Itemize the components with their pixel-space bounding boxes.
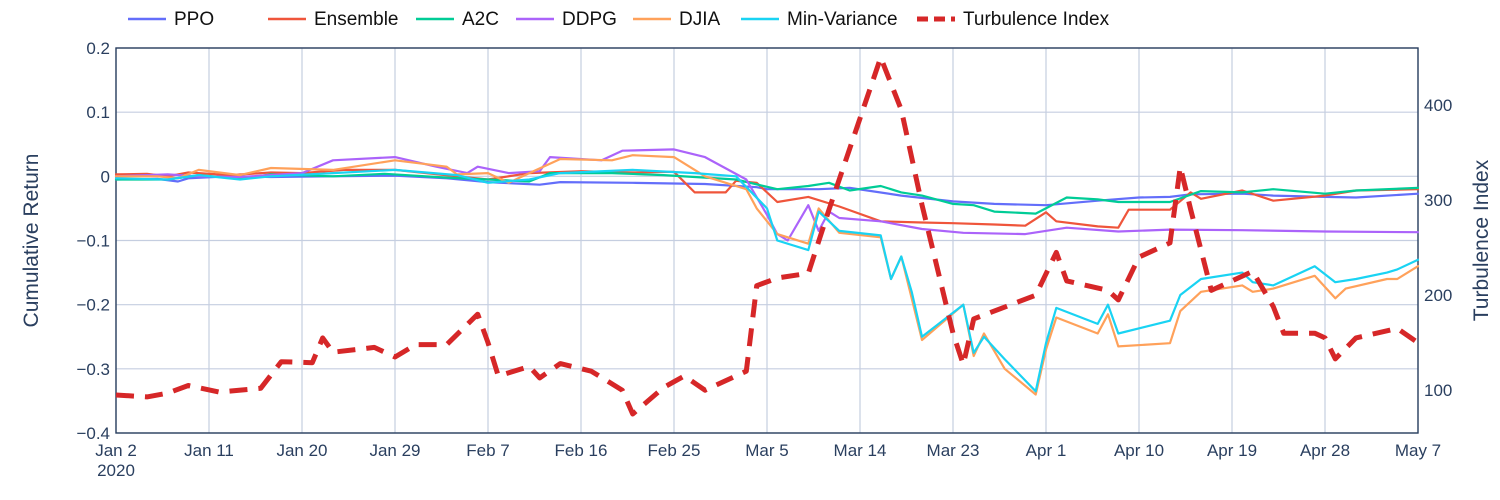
x-tick-sublabel: 2020 (97, 461, 135, 480)
x-tick-label: Mar 23 (927, 441, 980, 460)
y-left-tick-label: −0.2 (76, 296, 110, 315)
legend-item-a2c[interactable]: A2C (416, 9, 499, 30)
x-tick-label: Apr 28 (1300, 441, 1350, 460)
series-line-ddpg (114, 148, 1420, 242)
legend-label: Ensemble (314, 9, 399, 30)
x-tick-label: Feb 25 (648, 441, 701, 460)
x-tick-label: Mar 14 (834, 441, 887, 460)
series-line-a2c (114, 172, 1420, 215)
series-line-min-variance (114, 168, 1420, 393)
legend-item-turbulence-index[interactable]: Turbulence Index (917, 9, 1110, 30)
axis-titles: Cumulative Return Turbulence Index (20, 154, 1493, 328)
y-left-tick-label: −0.3 (76, 360, 110, 379)
y-right-tick-label: 100 (1424, 381, 1452, 400)
y-right-tick-label: 400 (1424, 96, 1452, 115)
x-tick-label: Jan 2 (95, 441, 137, 460)
x-tick-label: Feb 16 (555, 441, 608, 460)
y-left-tick-label: −0.1 (76, 232, 110, 251)
legend-label: Min-Variance (787, 9, 898, 30)
legend-item-min-variance[interactable]: Min-Variance (741, 9, 898, 30)
legend-item-djia[interactable]: DJIA (633, 9, 721, 30)
legend-label: PPO (174, 9, 214, 30)
x-tick-label: Apr 1 (1026, 441, 1067, 460)
series-lines (114, 55, 1420, 417)
y-left-tick-label: −0.4 (76, 424, 110, 443)
y-right-tick-label: 300 (1424, 191, 1452, 210)
x-tick-label: Jan 11 (184, 441, 234, 460)
y-left-tick-label: 0.2 (86, 39, 110, 58)
legend-item-ddpg[interactable]: DDPG (516, 9, 617, 30)
x-tick-label: Mar 5 (745, 441, 788, 460)
legend-label: Turbulence Index (963, 9, 1110, 30)
legend-label: A2C (462, 9, 499, 30)
legend-label: DDPG (562, 9, 617, 30)
legend-item-ppo[interactable]: PPO (128, 9, 214, 30)
x-tick-label: Feb 7 (466, 441, 509, 460)
y-left-tick-label: 0 (101, 167, 110, 186)
series-line-turbulence-index (115, 55, 1420, 417)
x-tick-label: Apr 19 (1207, 441, 1257, 460)
x-tick-label: Jan 29 (369, 441, 420, 460)
x-tick-label: May 7 (1395, 441, 1441, 460)
x-tick-label: Apr 10 (1114, 441, 1164, 460)
legend-label: DJIA (679, 9, 721, 30)
grid-lines (115, 47, 1419, 434)
y-right-tick-label: 200 (1424, 286, 1452, 305)
y-left-tick-label: 0.1 (86, 103, 110, 122)
x-tick-label: Jan 20 (276, 441, 327, 460)
legend[interactable]: PPO Ensemble A2C DDPG DJIA Min-Variance Turbul… (128, 9, 1110, 30)
plot-frame (115, 47, 1419, 434)
y-axis-right-title: Turbulence Index (1470, 159, 1493, 321)
series-line-ensemble (114, 168, 1420, 229)
y-axis-left-title: Cumulative Return (20, 154, 43, 328)
legend-item-ensemble[interactable]: Ensemble (268, 9, 399, 30)
